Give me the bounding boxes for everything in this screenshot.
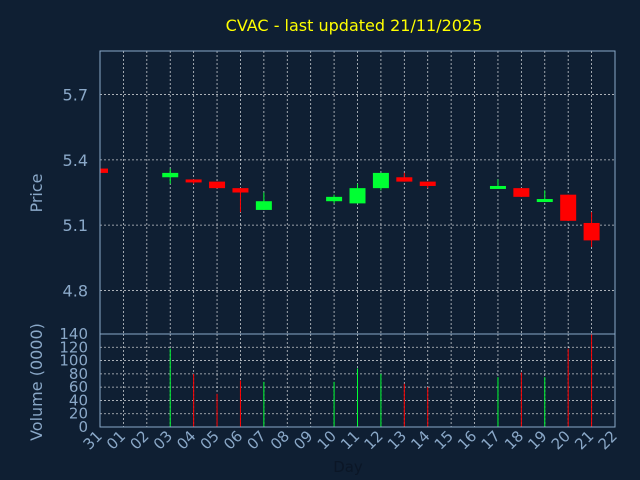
price-panel: 4.8 5.1 5.4 5.7 [63, 50, 616, 335]
day-tick-label: 18 [501, 427, 527, 453]
day-tick-label: 17 [478, 427, 504, 453]
chart-title: CVAC - last updated 21/11/2025 [226, 16, 483, 35]
price-tick-label: 5.1 [63, 216, 88, 235]
day-tick-label: 13 [384, 427, 410, 453]
day-tick-label: 08 [267, 427, 293, 453]
candle-body [255, 201, 272, 210]
day-tick-label: 15 [431, 427, 457, 453]
candle-body [162, 172, 179, 178]
candle-body [209, 181, 226, 189]
day-tick-label: 12 [361, 427, 387, 453]
volume-tick-label: 80 [69, 365, 88, 383]
volume-frame [99, 333, 616, 428]
price-tick-label: 4.8 [63, 281, 88, 300]
volume-tick-label: 40 [69, 391, 88, 409]
day-tick-label: 14 [407, 427, 433, 453]
candle-body [100, 168, 108, 173]
volume-tick-label: 20 [69, 405, 88, 423]
candle-body [232, 188, 249, 193]
candle-body [349, 188, 366, 204]
volume-tick-label: 140 [59, 325, 88, 343]
volume-axis-label: Volume (0000) [27, 323, 46, 441]
candle-body [396, 177, 413, 182]
day-tick-label: 22 [595, 427, 621, 453]
candle-body [583, 222, 600, 241]
day-tick-label: 01 [103, 427, 129, 453]
day-tick-label: 16 [454, 427, 480, 453]
day-tick-label: 03 [150, 427, 176, 453]
volume-tick-label: 0 [78, 418, 88, 436]
candle-body [536, 199, 553, 203]
day-tick-label: 21 [571, 427, 597, 453]
day-tick-label: 05 [197, 427, 223, 453]
day-tick-label: 02 [126, 427, 152, 453]
day-tick-label: 07 [243, 427, 269, 453]
volume-tick-label: 100 [59, 352, 88, 370]
candle-body [372, 172, 389, 189]
candle-body [185, 179, 202, 183]
price-tick-label: 5.4 [63, 151, 88, 170]
day-tick-label: 19 [524, 427, 550, 453]
volume-tick-label: 120 [59, 338, 88, 356]
day-tick-label: 10 [314, 427, 340, 453]
day-tick-labels: 3101020304050607080910111213141516171819… [80, 427, 621, 453]
day-tick-label: 09 [290, 427, 316, 453]
day-axis-label: Day [333, 458, 363, 476]
candle-body [560, 194, 577, 221]
candle-body [513, 188, 530, 197]
price-axis-label: Price [27, 173, 46, 212]
day-tick-label: 20 [548, 427, 574, 453]
day-tick-label: 06 [220, 427, 246, 453]
candle-body [326, 196, 343, 202]
day-tick-label: 11 [337, 427, 363, 453]
volume-tick-label: 60 [69, 378, 88, 396]
day-tick-label: 04 [173, 427, 199, 453]
candle-body [419, 181, 436, 186]
candle-body [489, 185, 506, 189]
price-tick-label: 5.7 [63, 86, 88, 105]
